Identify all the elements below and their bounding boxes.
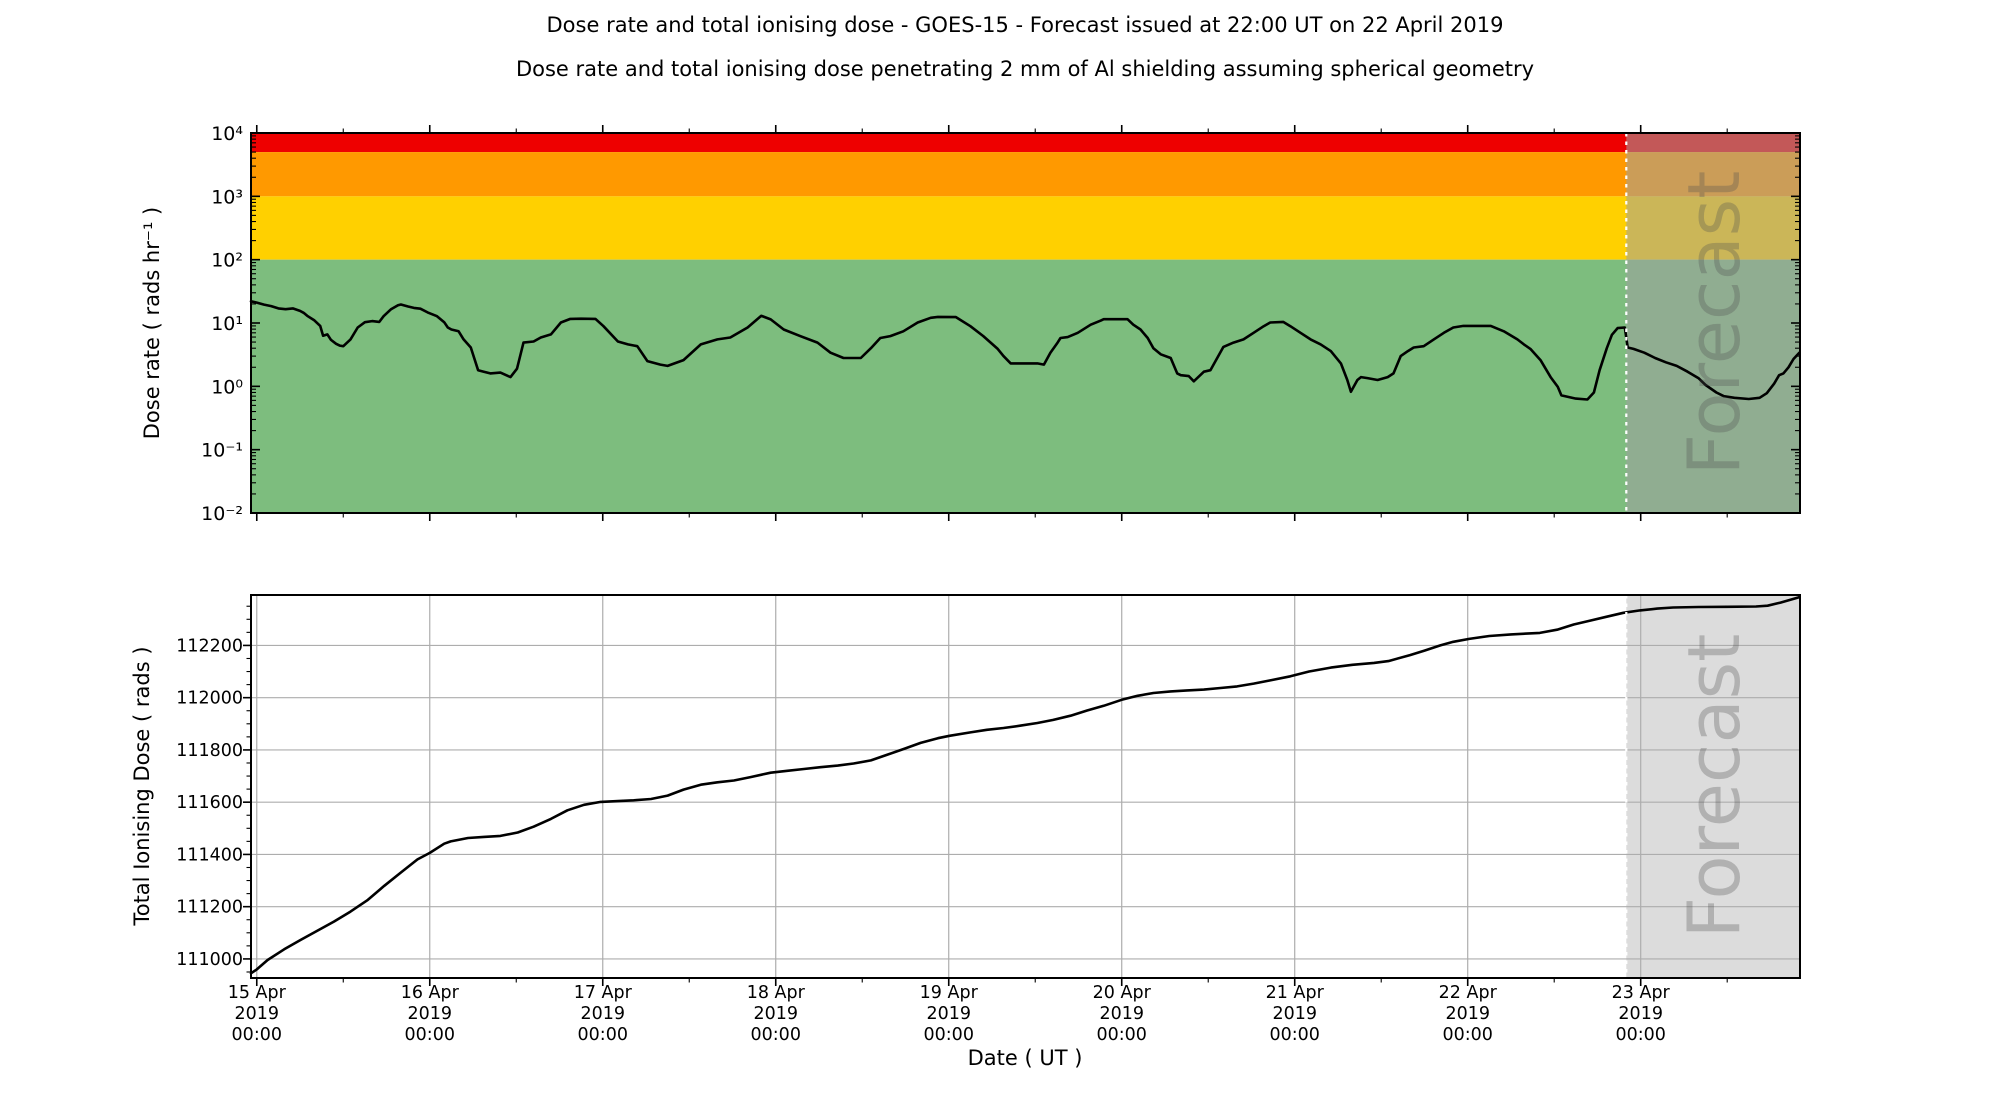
forecast-watermark-bottom: Forecast [1672,633,1756,939]
band-gold [251,196,1800,260]
dose-rate-y-axis-label: Dose rate ( rads hr⁻¹ ) [140,206,164,440]
x-tick-day: 20 Apr [1093,983,1152,1003]
dose-rate-y-tick-labels: 10⁴ 10³ 10² 10¹ 10⁰ 10⁻¹ 10⁻² [201,123,243,525]
x-tick-day: 16 Apr [401,983,460,1003]
x-tick-day: 19 Apr [920,983,979,1003]
x-tick-time: 00:00 [405,1025,455,1045]
total-dose-y-axis-label: Total Ionising Dose ( rads ) [130,646,154,926]
y-tick-label: 10⁰ [211,376,243,398]
band-orange [251,152,1800,197]
x-tick-day: 18 Apr [747,983,806,1003]
total-dose-y-tick-labels: 111000 111200 111400 111600 111800 112000 1122… [176,636,243,970]
x-tick-year: 2019 [580,1004,625,1024]
y-tick-label: 111800 [176,741,243,761]
dose-rate-panel: 10⁴ 10³ 10² 10¹ 10⁰ 10⁻¹ 10⁻² [201,123,1801,525]
x-tick-year: 2019 [234,1004,279,1024]
y-tick-label: 111600 [176,793,243,813]
x-tick-year: 2019 [1445,1004,1490,1024]
y-tick-label: 111000 [176,950,243,970]
x-tick-day: 22 Apr [1439,983,1498,1003]
band-red [251,133,1800,153]
total-dose-y-ticks [243,605,251,973]
total-dose-x-ticks [255,978,1728,986]
x-tick-year: 2019 [926,1004,971,1024]
x-tick-day: 17 Apr [574,983,633,1003]
total-dose-background [251,595,1800,978]
forecast-overlay-top [1626,133,1800,513]
forecast-overlay-bottom [1626,595,1800,978]
x-tick-time: 00:00 [1615,1025,1665,1045]
x-tick-year: 2019 [1099,1004,1144,1024]
y-tick-label: 10⁻¹ [201,440,243,462]
y-tick-label: 10⁴ [211,123,243,145]
x-tick-time: 00:00 [1442,1025,1492,1045]
figure-title: Dose rate and total ionising dose - GOES… [546,13,1504,37]
dose-rate-threshold-bands [251,133,1800,513]
dose-rate-curve [249,299,1801,401]
y-tick-label: 10³ [211,186,243,208]
x-tick-year: 2019 [1272,1004,1317,1024]
y-tick-label: 111400 [176,845,243,865]
y-tick-label: 10² [211,250,243,272]
x-tick-time: 00:00 [1097,1025,1147,1045]
x-tick-time: 00:00 [1270,1025,1320,1045]
figure-subtitle: Dose rate and total ionising dose penetr… [515,57,1535,81]
x-tick-time: 00:00 [751,1025,801,1045]
dose-rate-x-ticks [255,125,1728,521]
x-tick-year: 2019 [1618,1004,1663,1024]
total-dose-curve [249,595,1801,975]
x-tick-year: 2019 [407,1004,452,1024]
total-dose-panel-frame [250,594,1801,979]
y-tick-label: 10¹ [211,313,243,335]
y-tick-label: 112000 [176,689,243,709]
y-tick-label: 111200 [176,898,243,918]
x-axis-label: Date ( UT ) [967,1046,1083,1070]
x-tick-time: 00:00 [924,1025,974,1045]
x-tick-day: 23 Apr [1612,983,1671,1003]
total-dose-panel: 111000 111200 111400 111600 111800 112000 1122… [176,594,1801,1045]
band-green [251,259,1800,513]
x-tick-day: 15 Apr [228,983,287,1003]
x-tick-time: 00:00 [578,1025,628,1045]
x-tick-year: 2019 [753,1004,798,1024]
forecast-watermark-top: Forecast [1672,170,1756,476]
x-tick-time: 00:00 [232,1025,282,1045]
total-dose-gridlines [251,595,1800,978]
dose-rate-panel-frame [250,132,1801,514]
y-tick-label: 10⁻² [201,503,243,525]
y-tick-label: 112200 [176,636,243,656]
x-tick-day: 21 Apr [1266,983,1325,1003]
